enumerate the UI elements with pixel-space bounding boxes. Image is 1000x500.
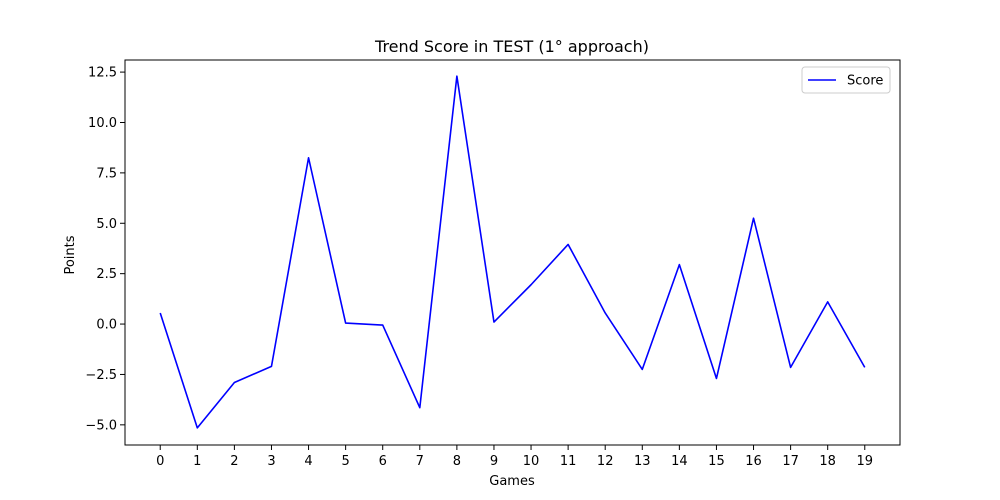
x-tick-label: 0 (156, 454, 164, 469)
x-tick-label: 15 (708, 454, 725, 469)
x-tick-label: 7 (416, 454, 424, 469)
series-line-score (159, 75, 866, 429)
x-tick-label: 3 (267, 454, 275, 469)
y-tick-label: 2.5 (96, 267, 117, 282)
y-tick-label: −2.5 (85, 368, 117, 383)
x-tick-label: 1 (193, 454, 201, 469)
legend-label: Score (847, 74, 883, 89)
y-tick-label: 5.0 (96, 217, 117, 232)
chart-title: Trend Score in TEST (1° approach) (374, 37, 649, 56)
x-tick-label: 2 (230, 454, 238, 469)
x-tick-label: 19 (856, 454, 873, 469)
x-tick-label: 12 (597, 454, 614, 469)
x-tick-label: 4 (304, 454, 312, 469)
x-tick-label: 10 (523, 454, 540, 469)
y-axis-title: Points (63, 235, 78, 274)
y-tick-label: 12.5 (88, 66, 117, 81)
y-tick-label: 0.0 (96, 318, 117, 333)
x-tick-label: 9 (490, 454, 498, 469)
x-tick-label: 5 (341, 454, 349, 469)
x-tick-label: 6 (379, 454, 387, 469)
x-tick-label: 17 (782, 454, 799, 469)
x-tick-label: 14 (671, 454, 688, 469)
x-axis-title: Games (489, 474, 535, 489)
y-tick-label: 7.5 (96, 166, 117, 181)
x-tick-label: 8 (453, 454, 461, 469)
y-tick-label: −5.0 (85, 418, 117, 433)
legend-box (801, 66, 891, 94)
x-tick-label: 18 (819, 454, 836, 469)
x-tick-label: 13 (634, 454, 651, 469)
plot-frame (124, 59, 901, 446)
y-tick-label: 10.0 (88, 116, 117, 131)
x-tick-label: 16 (745, 454, 762, 469)
x-tick-label: 11 (560, 454, 577, 469)
